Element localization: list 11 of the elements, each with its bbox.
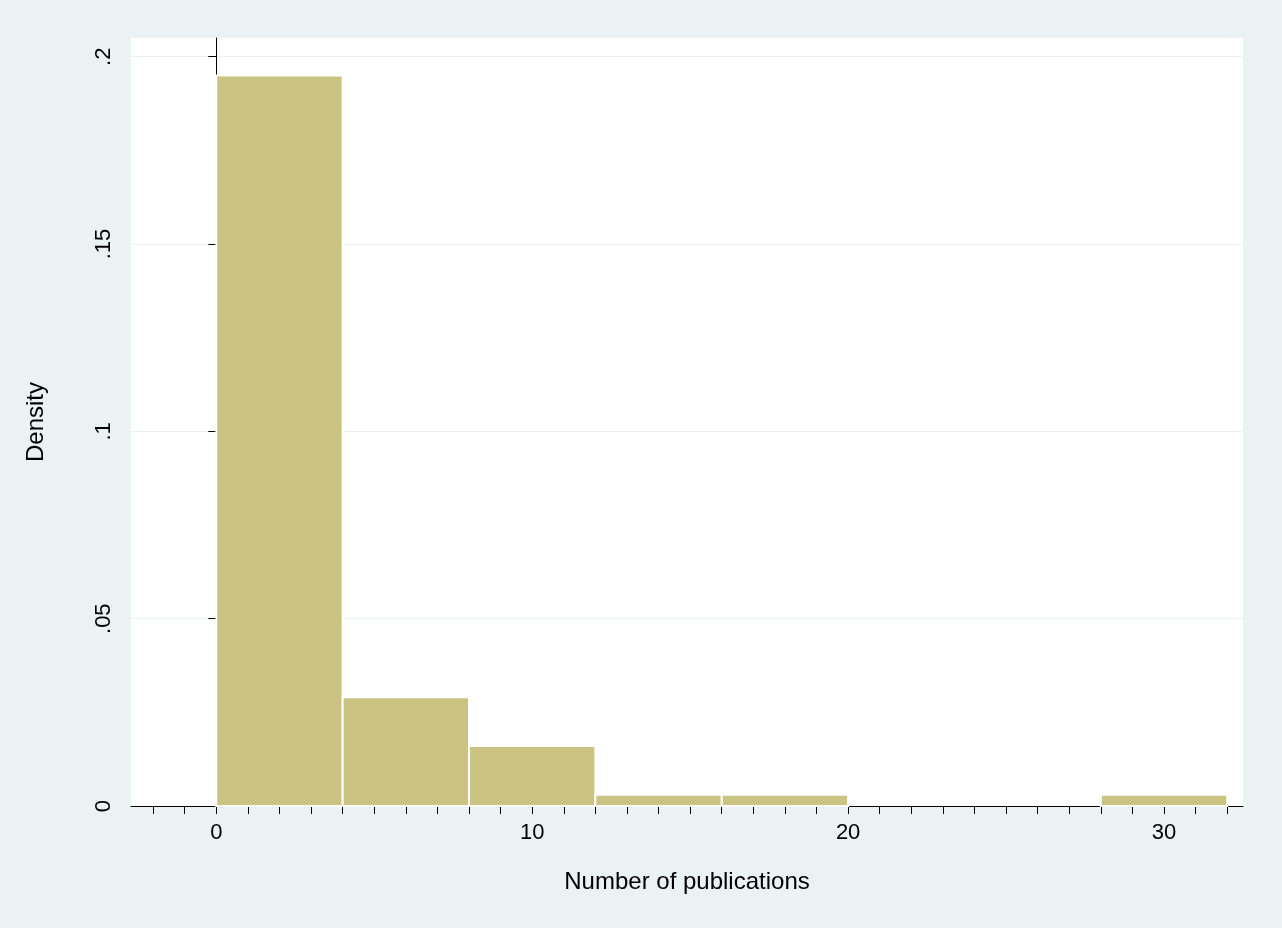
x-tick-label: 0 [210, 818, 223, 844]
y-tick-label: .2 [89, 47, 115, 66]
y-tick-label: .1 [89, 422, 115, 441]
x-tick-label: 30 [1151, 818, 1177, 844]
x-tick-label: 20 [835, 818, 861, 844]
y-tick-label: .05 [89, 603, 115, 634]
x-tick-label: 10 [519, 818, 545, 844]
y-axis-title: Density [20, 381, 48, 463]
x-axis-title: Number of publications [564, 866, 810, 894]
y-tick-label: .15 [89, 228, 115, 260]
y-tick-label: 0 [89, 799, 115, 813]
